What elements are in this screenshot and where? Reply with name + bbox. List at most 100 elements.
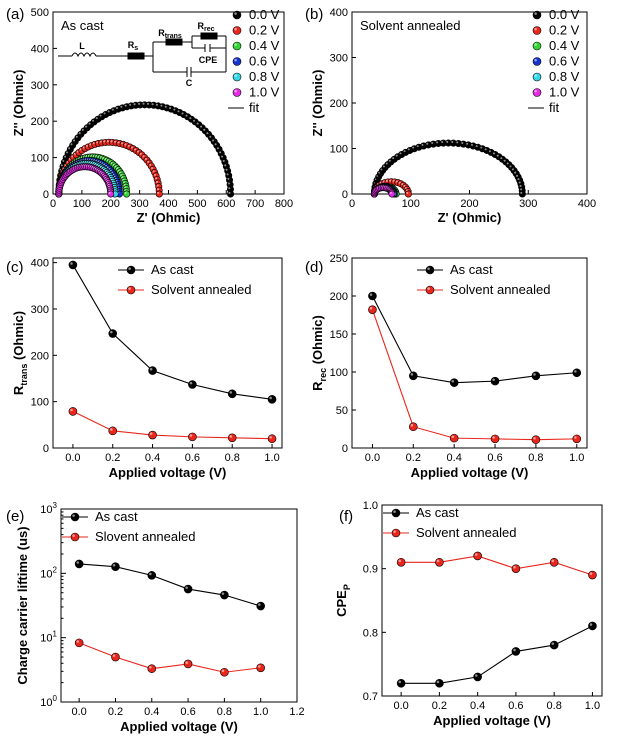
data-point — [188, 432, 197, 442]
legend-label: Solvent annealed — [151, 282, 251, 297]
circuit-label-cpe: CPE — [199, 55, 218, 65]
data-point-shine — [111, 108, 114, 111]
x-tick-label: 0.0 — [72, 706, 87, 718]
legend-marker-shine — [72, 534, 75, 537]
data-point-shine — [216, 147, 219, 150]
data-point-shine — [107, 110, 110, 113]
y-tick-label: 200 — [330, 291, 348, 303]
data-point-shine — [517, 178, 520, 181]
data-point-shine — [258, 603, 261, 606]
x-tick-label: 0.8 — [528, 452, 543, 464]
plot-frame — [351, 257, 588, 449]
data-point-shine — [398, 181, 401, 184]
data-point — [227, 389, 237, 399]
series-line — [72, 410, 273, 440]
data-point-shine — [451, 379, 455, 383]
data-point-shine — [269, 436, 272, 439]
data-point-shine — [142, 102, 145, 105]
data-point-shine — [89, 143, 92, 146]
legend-marker — [232, 26, 242, 35]
x-axis-label: Z' (Ohmic) — [438, 210, 502, 225]
legend-marker-shine — [534, 43, 537, 46]
data-point-shine — [228, 187, 231, 190]
data-point-shine — [114, 140, 117, 143]
data-point-shine — [227, 177, 230, 180]
data-point-shine — [206, 132, 209, 135]
legend-marker-shine — [534, 58, 537, 62]
data-point-shine — [108, 191, 111, 194]
data-point-shine — [76, 561, 80, 564]
data-point-shine — [451, 141, 454, 144]
legend-marker — [232, 72, 242, 82]
data-point-shine — [398, 680, 402, 684]
data-point-shine — [513, 565, 516, 569]
legend-marker-shine — [534, 27, 537, 31]
x-tick-label: 0.8 — [225, 452, 240, 464]
data-point-shine — [149, 163, 152, 166]
data-point-shine — [149, 432, 153, 435]
circuit-label-c: C — [186, 78, 193, 88]
legend-marker — [532, 57, 542, 66]
data-point-shine — [369, 293, 373, 296]
data-point — [511, 564, 521, 573]
data-point-shine — [431, 141, 434, 145]
data-point-shine — [189, 381, 193, 385]
legend-label: 0.8 V — [549, 69, 580, 84]
data-point-shine — [147, 102, 150, 105]
series-line — [371, 295, 577, 384]
x-tick-label: 100 — [402, 198, 420, 210]
legend-marker — [425, 265, 435, 275]
data-point-shine — [156, 184, 159, 187]
legend-label: 0.8 V — [249, 69, 280, 84]
data-point-shine — [124, 143, 127, 146]
x-tick-label: 1.0 — [253, 706, 268, 718]
data-point-shine — [221, 155, 224, 158]
data-point-shine — [533, 436, 536, 440]
data-point — [108, 329, 118, 338]
data-point-shine — [519, 184, 522, 187]
data-point — [111, 652, 120, 662]
x-tick-label: 300 — [519, 198, 537, 210]
data-point-shine — [103, 140, 106, 143]
legend-label: As cast — [151, 262, 194, 277]
data-point-shine — [153, 173, 156, 176]
data-point-shine — [92, 119, 95, 122]
data-point-shine — [121, 142, 124, 145]
data-point — [549, 640, 559, 650]
data-point-shine — [173, 108, 176, 111]
data-point-shine — [426, 142, 429, 145]
data-point-shine — [441, 141, 444, 144]
data-point-shine — [229, 435, 233, 438]
series-line — [401, 555, 593, 576]
data-point-shine — [73, 139, 76, 142]
legend-marker — [126, 285, 136, 295]
legend-marker — [532, 26, 542, 35]
data-point-shine — [214, 143, 217, 146]
data-point-shine — [149, 665, 152, 669]
y-tick-label: 300 — [31, 304, 49, 316]
x-tick-label: 0.2 — [406, 452, 421, 464]
y-tick-label: 0.9 — [363, 564, 378, 576]
y-tick-label: 300 — [330, 53, 348, 65]
data-point-shine — [406, 191, 409, 194]
data-point — [388, 190, 396, 198]
data-point-shine — [155, 180, 159, 183]
data-point-shine — [185, 661, 188, 664]
legend-label: 0.2 V — [549, 23, 580, 38]
data-point — [549, 557, 559, 567]
x-tick-label: 0.0 — [65, 452, 80, 464]
data-point-shine — [112, 563, 116, 567]
data-point-shine — [574, 370, 577, 373]
data-point-shine — [474, 674, 478, 677]
data-point-shine — [225, 168, 228, 171]
data-point-shine — [520, 191, 523, 194]
y-axis-label: Rtrans (Ohmic) — [11, 311, 29, 395]
legend-label: 0.0 V — [249, 7, 280, 22]
y-axis-label: Rrec (Ohmic) — [310, 315, 328, 391]
data-point-shine — [68, 147, 71, 150]
data-point — [396, 557, 406, 567]
legend-label: 0.6 V — [549, 54, 580, 69]
y-axis-label: Z'' (Ohmic) — [11, 70, 26, 137]
data-point-shine — [382, 165, 386, 168]
legend-label: As cast — [450, 262, 493, 277]
